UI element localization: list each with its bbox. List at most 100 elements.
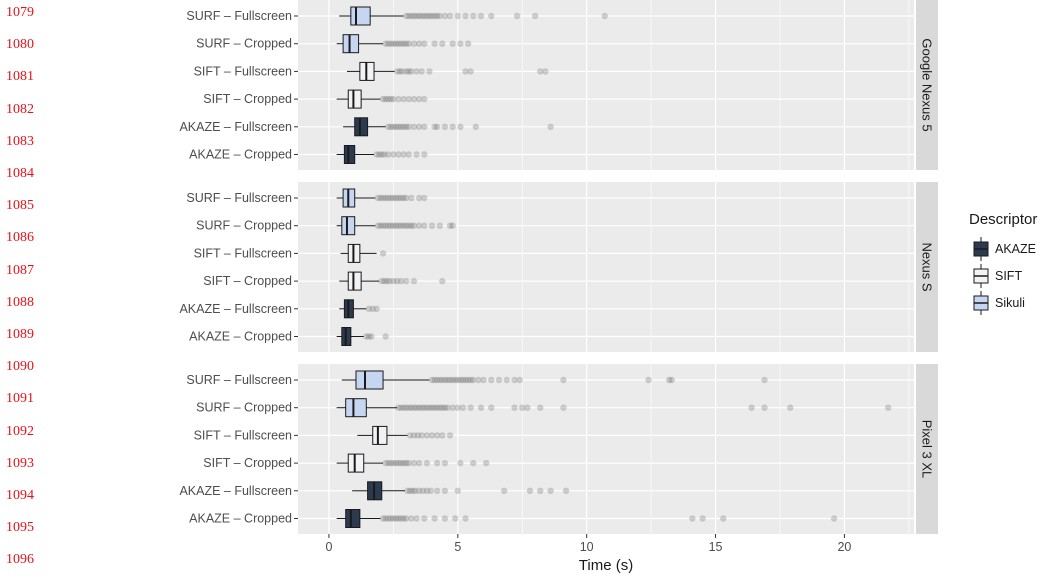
outlier-point xyxy=(400,40,407,47)
outlier-point xyxy=(382,333,389,340)
outlier-point xyxy=(761,376,768,384)
outlier-point xyxy=(433,123,441,130)
outlier-point xyxy=(761,404,768,411)
outlier-point xyxy=(390,515,397,522)
outlier-point xyxy=(446,376,454,384)
outlier-point xyxy=(395,194,402,202)
outlier-point xyxy=(446,222,454,229)
outlier-point xyxy=(381,151,388,158)
outlier-point xyxy=(415,95,423,103)
outlier-point xyxy=(433,404,441,411)
line-number: 1085 xyxy=(6,198,34,214)
facet-strip-label: Pixel 3 XL xyxy=(920,420,935,479)
outlier-point xyxy=(439,404,446,411)
outlier-point xyxy=(415,123,423,130)
outlier-point xyxy=(462,68,469,75)
outlier-point xyxy=(413,404,420,411)
outlier-point xyxy=(470,12,477,20)
outlier-point xyxy=(390,194,397,202)
facet-strip xyxy=(916,364,938,534)
outlier-point xyxy=(406,487,414,494)
outlier-point xyxy=(383,277,391,285)
outlier-point xyxy=(385,459,392,467)
outlier-point xyxy=(414,432,422,439)
outlier-point xyxy=(454,376,461,384)
outlier-point xyxy=(431,404,438,411)
iqr-box xyxy=(347,271,362,291)
outlier-point xyxy=(397,404,405,411)
panel-background xyxy=(298,0,914,170)
facet-panel: Nexus S SURF – Fullscreen SURF – Cropped SI… xyxy=(179,182,938,352)
outlier-point xyxy=(395,515,402,522)
outlier-point xyxy=(395,95,402,103)
outlier-point xyxy=(392,459,400,467)
outlier-point xyxy=(431,123,438,130)
outlier-point xyxy=(363,333,370,340)
outlier-point xyxy=(408,194,415,202)
outlier-point xyxy=(433,432,441,439)
outlier-point xyxy=(547,123,554,130)
outlier-point xyxy=(423,404,431,411)
box-row: SURF – Cropped xyxy=(196,398,892,418)
outlier-point xyxy=(409,487,416,494)
outlier-point xyxy=(426,68,433,75)
outlier-point xyxy=(477,404,485,411)
outlier-point xyxy=(441,459,449,467)
outlier-point xyxy=(439,277,446,285)
outlier-point xyxy=(480,376,487,384)
outlier-point xyxy=(412,487,419,494)
outlier-point xyxy=(433,459,441,467)
outlier-point xyxy=(439,432,446,439)
outlier-point xyxy=(400,95,407,103)
outlier-point xyxy=(396,68,404,75)
y-tick-label: SIFT – Cropped xyxy=(203,92,292,106)
outlier-point xyxy=(436,12,443,20)
outlier-point xyxy=(373,151,380,158)
outlier-point xyxy=(477,12,485,20)
outlier-point xyxy=(426,404,433,411)
outlier-point xyxy=(410,459,418,467)
outlier-point xyxy=(431,40,438,47)
box-row: AKAZE – Fullscreen xyxy=(179,481,570,501)
outlier-point xyxy=(379,194,387,202)
outlier-point xyxy=(394,68,401,75)
outlier-point xyxy=(382,459,389,467)
outlier-point xyxy=(410,40,418,47)
outlier-point xyxy=(428,404,436,411)
box-row: SURF – Cropped xyxy=(196,216,456,236)
line-number: 1081 xyxy=(6,69,34,85)
facet-strip-label: Google Nexus 5 xyxy=(920,38,935,131)
outlier-point xyxy=(392,40,400,47)
outlier-point xyxy=(392,194,400,202)
outlier-point xyxy=(428,432,436,439)
outlier-point xyxy=(403,459,410,467)
outlier-point xyxy=(403,404,410,411)
outlier-point xyxy=(400,404,407,411)
outlier-point xyxy=(378,151,385,158)
outlier-point xyxy=(601,12,608,20)
outlier-point xyxy=(381,277,388,285)
outlier-point xyxy=(408,68,415,75)
x-axis-title: Time (s) xyxy=(579,557,633,574)
outlier-point xyxy=(382,222,389,229)
line-number: 1083 xyxy=(6,133,34,149)
legend-entry: AKAZE xyxy=(973,237,1036,261)
outlier-point xyxy=(421,222,428,229)
outlier-point xyxy=(374,194,382,202)
outlier-point xyxy=(397,515,405,522)
outlier-point xyxy=(537,487,544,494)
outlier-point xyxy=(421,40,428,47)
facet-panel: Google Nexus 5 SURF – Fullscreen SURF – Cr… xyxy=(179,0,938,170)
outlier-point xyxy=(379,95,387,103)
outlier-point xyxy=(488,12,495,20)
outlier-point xyxy=(400,222,407,229)
outlier-point xyxy=(395,404,402,411)
outlier-point xyxy=(423,459,431,467)
iqr-box xyxy=(354,117,369,137)
outlier-point xyxy=(427,487,434,494)
y-tick-label: AKAZE – Cropped xyxy=(189,512,292,526)
outlier-point xyxy=(433,487,441,494)
box-row: SIFT – Cropped xyxy=(203,271,446,291)
box-row: SIFT – Cropped xyxy=(203,89,428,109)
outlier-point xyxy=(390,277,397,285)
